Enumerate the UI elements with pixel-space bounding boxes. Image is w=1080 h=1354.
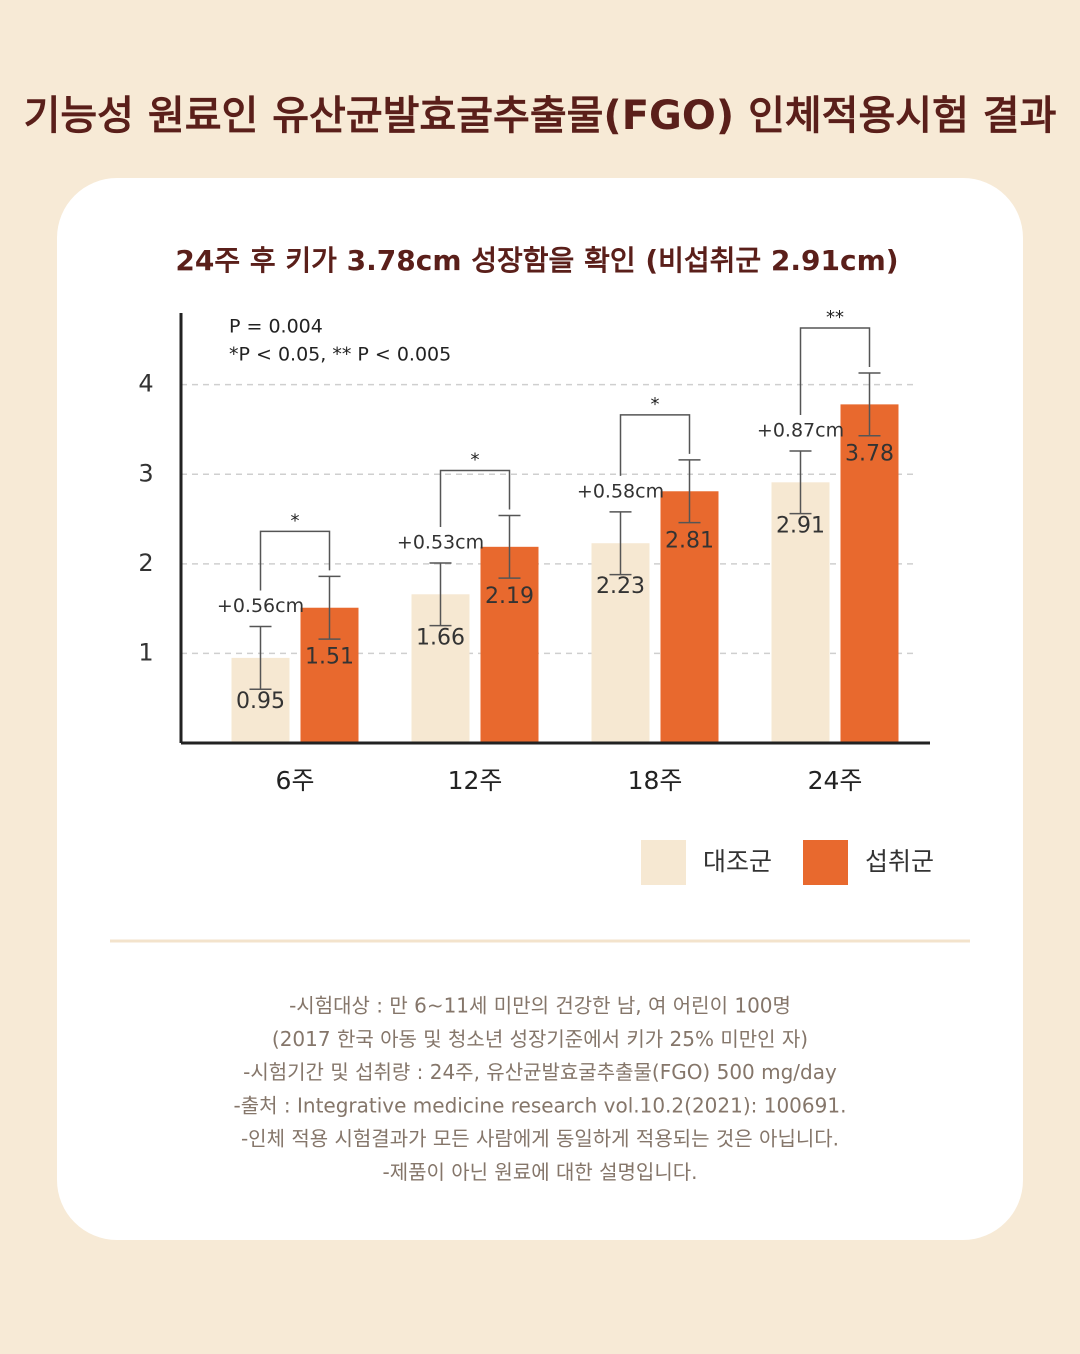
difference-label: +0.87cm	[757, 419, 844, 441]
chart-title: 24주 후 키가 3.78cm 성장함을 확인 (비섭취군 2.91cm)	[175, 244, 898, 277]
y-tick-label: 1	[138, 638, 153, 666]
error-bar	[609, 511, 632, 576]
significance-bracket	[619, 414, 691, 476]
note: *P < 0.05, ** P < 0.005	[229, 344, 451, 366]
value-label: 2.19	[485, 584, 534, 609]
value-label: 1.66	[416, 625, 465, 650]
footnote: -인체 적용 시험결과가 모든 사람에게 동일하게 적용되는 것은 아닙니다.	[241, 1127, 839, 1151]
y-tick-label: 3	[138, 459, 153, 487]
x-tick-label: 24주	[808, 766, 863, 795]
footnote: -시험대상 : 만 6~11세 미만의 건강한 남, 여 어린이 100명	[289, 994, 791, 1018]
value-label: 2.81	[665, 528, 714, 553]
significance-mark: *	[651, 394, 660, 415]
value-label: 2.23	[596, 574, 645, 599]
legend-label: 섭취군	[865, 847, 934, 876]
bar	[771, 482, 830, 743]
error-bar	[858, 372, 881, 437]
legend-label: 대조군	[703, 847, 772, 876]
y-tick-label: 2	[138, 549, 153, 577]
note: P = 0.004	[229, 316, 323, 338]
error-bar	[318, 575, 341, 640]
value-label: 2.91	[776, 513, 825, 538]
card	[57, 178, 1023, 1240]
footnote: -제품이 아닌 원료에 대한 설명입니다.	[382, 1160, 697, 1184]
value-label: 3.78	[845, 441, 894, 466]
difference-label: +0.58cm	[577, 480, 664, 502]
value-label: 1.51	[305, 645, 354, 670]
footnote: -시험기간 및 섭취량 : 24주, 유산균발효굴추출물(FGO) 500 mg…	[243, 1060, 837, 1084]
difference-label: +0.56cm	[217, 595, 304, 617]
error-bar	[249, 625, 272, 690]
significance-bracket	[259, 530, 331, 591]
page-title: 기능성 원료인 유산균발효굴추출물(FGO) 인체적용시험 결과	[24, 93, 1057, 139]
bar	[660, 491, 719, 743]
error-bar	[789, 450, 812, 515]
significance-bracket	[439, 469, 511, 527]
legend-swatch	[803, 840, 848, 885]
error-bar	[498, 514, 521, 579]
significance-bracket	[799, 327, 871, 415]
legend-swatch	[641, 840, 686, 885]
bar	[591, 543, 650, 743]
bar	[480, 546, 539, 743]
x-tick-label: 12주	[448, 766, 503, 795]
difference-label: +0.53cm	[397, 531, 484, 553]
error-bar	[429, 562, 452, 627]
significance-mark: *	[291, 510, 300, 531]
footnote: (2017 한국 아동 및 청소년 성장기준에서 키가 25% 미만인 자)	[272, 1027, 808, 1051]
y-tick-label: 4	[138, 370, 153, 398]
significance-mark: *	[471, 449, 480, 470]
x-tick-label: 6주	[276, 766, 315, 795]
significance-mark: **	[826, 307, 844, 328]
bar	[840, 404, 899, 743]
footnote: -출처 : Integrative medicine research vol.…	[234, 1093, 847, 1117]
value-label: 0.95	[236, 689, 285, 714]
x-tick-label: 18주	[628, 766, 683, 795]
error-bar	[678, 459, 701, 524]
